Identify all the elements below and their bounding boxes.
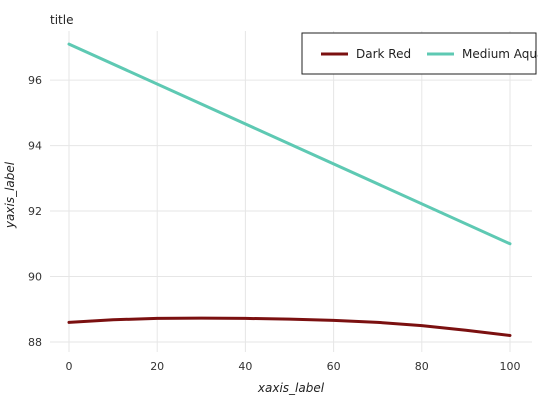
x-tick-label: 80 [415, 360, 429, 373]
legend-label-medium-aqua: Medium Aqua [462, 47, 538, 61]
legend: Dark Red Medium Aqua [301, 32, 538, 75]
y-tick-label: 92 [28, 205, 42, 218]
x-tick-label: 0 [66, 360, 73, 373]
series-line-dark-red [67, 316, 512, 337]
chart-title: title [50, 13, 73, 27]
y-tick-label: 90 [28, 271, 42, 284]
x-axis-ticks: 0 20 40 60 80 100 [66, 360, 521, 373]
y-tick-label: 94 [28, 140, 42, 153]
x-tick-label: 60 [327, 360, 341, 373]
x-tick-label: 40 [238, 360, 252, 373]
grid-lines [50, 31, 532, 352]
series-layer [67, 42, 512, 337]
x-tick-label: 20 [150, 360, 164, 373]
y-axis-label: yaxis_label [3, 161, 17, 229]
series-line-medium-aqua [67, 42, 512, 246]
legend-label-dark-red: Dark Red [356, 47, 411, 61]
x-tick-label: 100 [500, 360, 521, 373]
y-axis-ticks: 88 90 92 94 96 [28, 74, 42, 349]
y-tick-label: 96 [28, 74, 42, 87]
y-tick-label: 88 [28, 336, 42, 349]
x-axis-label: xaxis_label [257, 381, 325, 395]
